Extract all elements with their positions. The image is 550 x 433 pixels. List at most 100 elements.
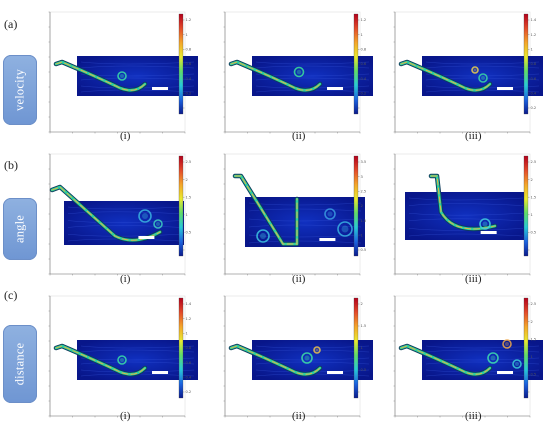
vortex-core	[304, 355, 310, 361]
row-letter-c: (c)	[4, 288, 18, 302]
colorbar-tick-label: 0.5	[361, 368, 367, 372]
colorbar	[178, 297, 184, 399]
colorbar-tick-label: 0.6	[186, 62, 192, 66]
row-tab-velocity: velocity	[3, 55, 37, 125]
colorbar	[353, 297, 359, 399]
vortex-core	[315, 348, 319, 352]
colorbar-tick-label: 1.2	[186, 18, 192, 22]
colorbar-tick-label: 0.6	[531, 77, 537, 81]
streamline	[67, 238, 181, 242]
colorbar-tick-label: 1.5	[361, 324, 367, 328]
streamline	[408, 218, 524, 221]
vortex-core	[156, 222, 160, 226]
vortex-core	[482, 221, 488, 227]
colorbar	[353, 155, 359, 257]
vortex	[512, 359, 522, 369]
scale-bar	[327, 87, 344, 90]
simulation-panel-0-0: 1.2 1 0.8 0.6 0.4 0.2	[48, 11, 198, 134]
row-tab-label: velocity	[12, 69, 27, 111]
vortex-core	[505, 342, 509, 346]
colorbar-tick-label: 2	[531, 320, 533, 324]
colorbar-tick-label: 2	[186, 178, 188, 182]
vortex-core	[120, 74, 124, 78]
colorbar-tick-label: 0.2	[186, 390, 192, 394]
ribbon-highlight	[55, 345, 146, 375]
colorbar-tick-label: 0.4	[186, 77, 192, 81]
colorbar-tick-label: 0.4	[361, 77, 367, 81]
subpanel-label: (i)	[120, 130, 131, 142]
vortex	[487, 352, 499, 364]
colorbar-tick-label: 0.8	[186, 346, 192, 350]
row-tab-angle: angle	[3, 198, 37, 260]
ribbon-highlight	[400, 345, 491, 375]
colorbar-tick-label: 0.8	[531, 62, 537, 66]
vortex-core	[296, 69, 302, 75]
row-tab-label: distance	[12, 342, 27, 386]
streamline	[408, 197, 524, 201]
colorbar-tick-label: 2	[361, 204, 363, 208]
colorbar-tick-label: 0.6	[361, 62, 367, 66]
vortex	[324, 208, 336, 220]
colorbar-tick-label: 1.2	[186, 317, 192, 321]
row-letter-a: (a)	[4, 17, 18, 31]
vortex	[256, 229, 270, 243]
colorbar-tick-label: 0.5	[531, 231, 537, 235]
scale-bar	[138, 236, 155, 239]
vortex	[502, 339, 512, 349]
vortex	[478, 73, 488, 83]
streamline	[67, 220, 181, 223]
ribbon-highlight	[230, 61, 321, 91]
colorbar-tick-label: 0.5	[531, 373, 537, 377]
row-tab-distance: distance	[3, 325, 37, 403]
subpanel-label: (iii)	[465, 273, 482, 285]
colorbar-tick-label: 1.5	[531, 195, 537, 199]
scale-bar	[497, 371, 514, 374]
colorbar-tick-label: 3	[361, 175, 363, 179]
scale-bar	[497, 87, 514, 90]
subpanel-label: (i)	[120, 410, 131, 422]
simulation-panel-0-2: 1.4 1.2 1 0.8 0.6 0.4 0.2	[393, 11, 543, 134]
subpanel-label: (ii)	[292, 130, 306, 142]
colorbar-tick-label: 0.5	[186, 231, 192, 235]
vortex	[153, 219, 163, 229]
vortex	[479, 218, 491, 230]
vortex-core	[341, 225, 349, 233]
colorbar-tick-label: 0.2	[361, 92, 367, 96]
ribbon-highlight	[400, 61, 491, 91]
colorbar-tick-label: 0.6	[186, 361, 192, 365]
vortex	[301, 352, 313, 364]
colorbar-tick-label: 1.5	[361, 219, 367, 223]
simulation-panel-2-2: 2.5 2 1.5 1 0.5	[393, 295, 543, 418]
colorbar-tick-label: 1.2	[361, 18, 367, 22]
colorbar-tick-label: 1	[361, 234, 363, 238]
colorbar-tick-label: 1.4	[186, 302, 192, 306]
vortex	[337, 221, 353, 237]
colorbar-tick-label: 1	[186, 332, 188, 336]
subpanel-label: (iii)	[465, 410, 482, 422]
vortex	[138, 209, 152, 223]
colorbar-tick-label: 2.5	[531, 160, 537, 164]
subpanel-label: (iii)	[465, 130, 482, 142]
colorbar-tick-label: 1.2	[531, 33, 537, 37]
vortex-core	[515, 362, 519, 366]
streamline	[408, 213, 524, 216]
colorbar-tick-label: 2.5	[531, 302, 537, 306]
streamline	[408, 203, 524, 206]
colorbar-tick-label: 1	[186, 213, 188, 217]
colorbar-tick-label: 0.4	[186, 376, 192, 380]
scale-bar	[327, 371, 344, 374]
ribbon-highlight	[51, 186, 161, 241]
scale-bar	[152, 371, 169, 374]
colorbar-tick-label: 2	[361, 302, 363, 306]
vortex-core	[490, 355, 496, 361]
vortex	[293, 66, 305, 78]
subpanel-label: (ii)	[292, 273, 306, 285]
simulation-panel-1-2: 2.5 2 1.5 1 0.5	[393, 153, 537, 276]
colorbar-tick-label: 1	[361, 33, 363, 37]
simulation-panel-2-0: 1.4 1.2 1 0.8 0.6 0.4 0.2	[48, 295, 198, 418]
colorbar-tick-label: 1	[531, 48, 533, 52]
simulation-panel-1-0: 2.5 2 1.5 1 0.5	[48, 153, 192, 276]
colorbar-tick-label: 1	[361, 346, 363, 350]
vortex-core	[327, 211, 333, 217]
vortex	[117, 355, 127, 365]
